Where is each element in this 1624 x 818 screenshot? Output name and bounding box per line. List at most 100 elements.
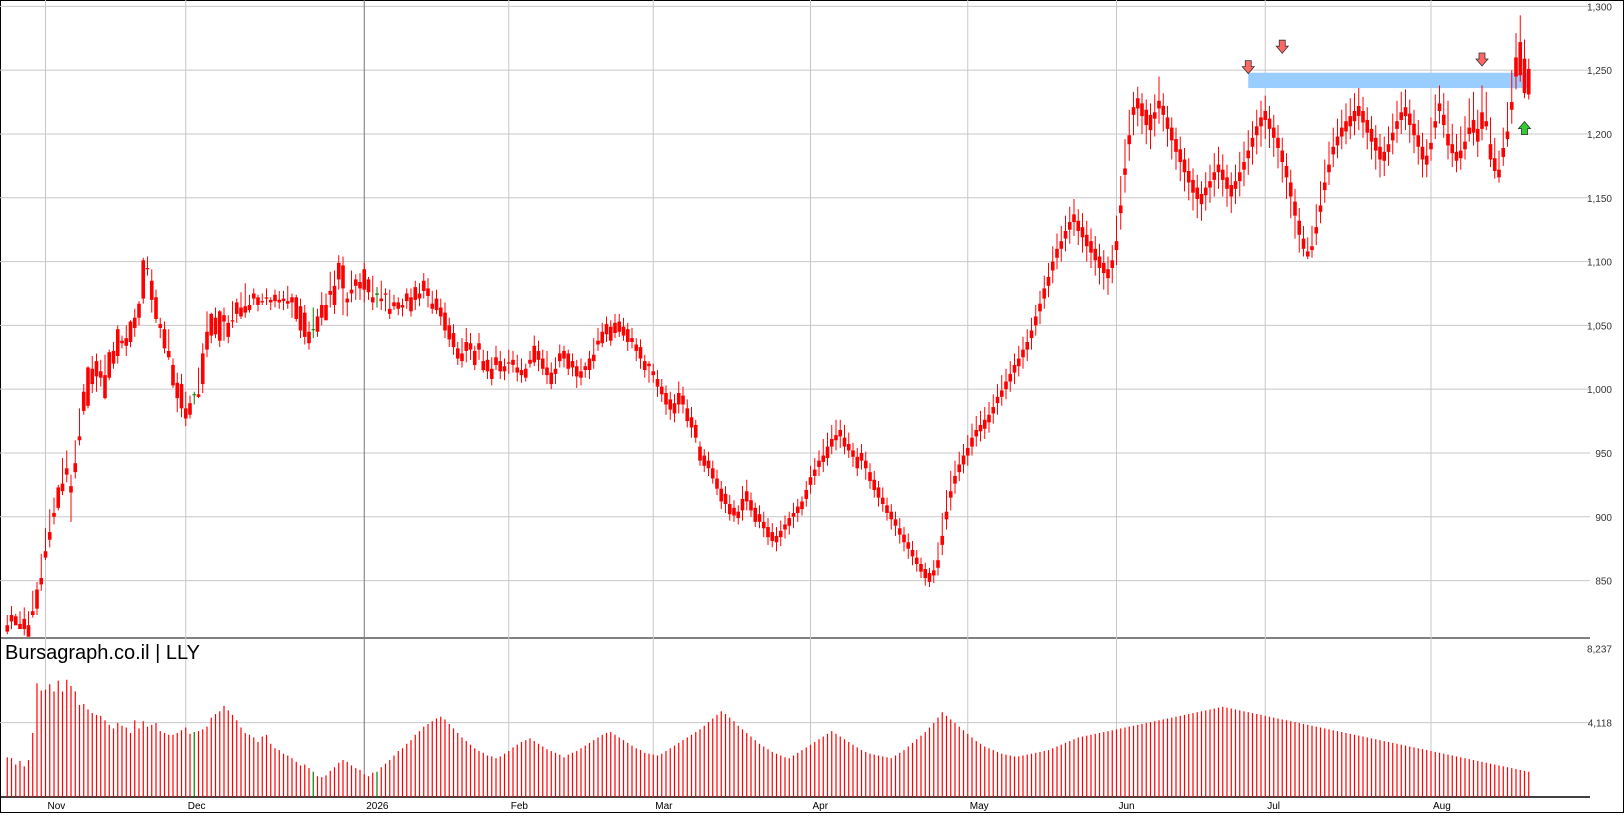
candle xyxy=(141,257,146,304)
candle-body xyxy=(1467,127,1472,134)
candle xyxy=(307,321,311,350)
candle-body xyxy=(668,399,673,410)
candle-body xyxy=(923,569,928,579)
candle xyxy=(1339,109,1344,150)
candle-body xyxy=(1038,303,1042,312)
candle-body xyxy=(647,363,651,367)
candle xyxy=(1284,153,1289,200)
candle-body xyxy=(1480,112,1484,129)
candle-body xyxy=(443,312,447,331)
candle-body xyxy=(1072,214,1076,223)
candle xyxy=(1029,317,1034,350)
month-label: Nov xyxy=(48,801,66,812)
candle-body xyxy=(1148,114,1153,131)
candle-body xyxy=(13,616,18,626)
candle-body xyxy=(273,294,277,302)
candle-body xyxy=(693,424,698,438)
candle-body xyxy=(732,507,736,516)
candle xyxy=(90,356,95,394)
candle-body xyxy=(642,361,647,371)
volume-tick-label: 4,118 xyxy=(1588,719,1613,730)
candle xyxy=(1492,137,1497,179)
candle-body xyxy=(868,472,872,482)
candle-body xyxy=(447,325,452,340)
candle xyxy=(800,496,804,516)
candle xyxy=(676,381,681,414)
candle xyxy=(383,288,388,312)
candle xyxy=(1344,103,1348,145)
candle-body xyxy=(1055,248,1059,258)
candle xyxy=(18,611,22,630)
candle xyxy=(1488,117,1493,168)
candle xyxy=(107,349,112,381)
candle xyxy=(451,324,456,355)
candle-body xyxy=(166,350,171,358)
candle-body xyxy=(175,382,180,399)
candle xyxy=(205,311,209,358)
candle-body xyxy=(1305,251,1310,257)
candle-body xyxy=(1361,111,1365,123)
candle xyxy=(987,401,991,433)
candle-body xyxy=(1339,127,1344,137)
candle xyxy=(600,322,605,348)
candle xyxy=(392,294,396,311)
candle-body xyxy=(1429,142,1433,150)
candle xyxy=(579,358,583,386)
candle xyxy=(319,292,324,326)
candle-body xyxy=(494,357,498,365)
candle xyxy=(30,590,35,618)
candle xyxy=(256,294,260,312)
candle-body xyxy=(472,350,477,365)
candle xyxy=(1208,164,1212,203)
candle-body xyxy=(1131,107,1136,115)
candle xyxy=(885,497,889,521)
candle-body xyxy=(800,501,804,510)
candle-body xyxy=(549,372,554,385)
candle-body xyxy=(9,615,14,622)
candle-body xyxy=(1046,276,1051,286)
candle xyxy=(919,557,923,579)
candle-body xyxy=(264,297,269,299)
candle xyxy=(944,489,949,530)
candle-body xyxy=(889,511,894,520)
candle xyxy=(783,515,787,539)
candle-body xyxy=(987,414,991,423)
candle xyxy=(668,391,673,420)
candle-body xyxy=(927,572,932,582)
candle xyxy=(557,344,562,368)
candle xyxy=(290,293,294,318)
candle xyxy=(404,288,409,309)
candle xyxy=(1356,88,1361,131)
candle-body xyxy=(22,618,27,630)
candle xyxy=(736,505,741,525)
candle-body xyxy=(1463,141,1467,150)
candle-body xyxy=(808,477,813,485)
candle-body xyxy=(770,532,775,542)
candle-body xyxy=(1212,172,1217,180)
candle xyxy=(1101,250,1106,290)
candle-body xyxy=(481,361,486,371)
candle-body xyxy=(676,393,681,405)
candle-body xyxy=(757,514,762,522)
candle-body xyxy=(1373,137,1378,151)
candle-body xyxy=(1407,113,1412,126)
candle-body xyxy=(281,298,286,302)
candle xyxy=(196,367,201,399)
candle xyxy=(846,432,851,459)
candle-body xyxy=(47,532,52,540)
candle-body xyxy=(1033,316,1038,326)
candles xyxy=(5,15,1531,637)
candle-body xyxy=(625,329,630,342)
candle-body xyxy=(880,497,885,505)
candle-body xyxy=(710,468,715,479)
candle xyxy=(1212,153,1217,197)
candle-body xyxy=(736,511,741,519)
candle-body xyxy=(426,288,430,297)
candle xyxy=(515,354,520,382)
candle xyxy=(47,509,52,548)
candle xyxy=(1118,176,1123,230)
candle xyxy=(583,362,588,378)
candle-body xyxy=(1356,105,1361,117)
candle-body xyxy=(1280,150,1285,163)
